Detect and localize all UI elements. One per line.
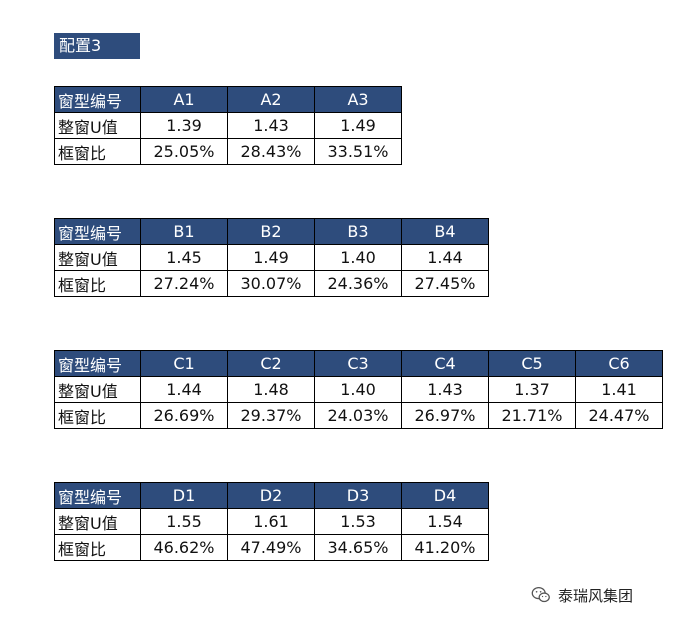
table-cell: 24.47%	[575, 402, 663, 429]
table-cell: C5	[488, 350, 576, 377]
table-cell: 1.37	[488, 376, 576, 403]
row-label: 整窗U值	[54, 508, 141, 535]
row-label: 整窗U值	[54, 244, 141, 271]
frame-ratio-row: 框窗比 25.05% 28.43% 33.51%	[54, 138, 402, 165]
table-cell: 21.71%	[488, 402, 576, 429]
row-label: 窗型编号	[54, 482, 141, 509]
table-cell: 26.69%	[140, 402, 228, 429]
table-cell: 1.61	[227, 508, 315, 535]
table-cell: A3	[314, 86, 402, 113]
header-row: 窗型编号 B1 B2 B3 B4	[54, 218, 489, 245]
row-label: 窗型编号	[54, 218, 141, 245]
row-label: 窗型编号	[54, 86, 141, 113]
frame-ratio-row: 框窗比 46.62% 47.49% 34.65% 41.20%	[54, 534, 489, 561]
table-cell: 1.48	[227, 376, 315, 403]
table-cell: B4	[401, 218, 489, 245]
table-cell: 27.24%	[140, 270, 228, 297]
table-cell: C3	[314, 350, 402, 377]
table-cell: 1.43	[227, 112, 315, 139]
table-cell: D1	[140, 482, 228, 509]
table-cell: 29.37%	[227, 402, 315, 429]
table-cell: 26.97%	[401, 402, 489, 429]
frame-ratio-row: 框窗比 27.24% 30.07% 24.36% 27.45%	[54, 270, 489, 297]
table-cell: 1.44	[401, 244, 489, 271]
table-cell: 25.05%	[140, 138, 228, 165]
u-value-row: 整窗U值 1.55 1.61 1.53 1.54	[54, 508, 489, 535]
table-cell: 47.49%	[227, 534, 315, 561]
table-cell: B3	[314, 218, 402, 245]
table-cell: 1.40	[314, 244, 402, 271]
watermark: 泰瑞风集团	[530, 583, 633, 607]
header-row: 窗型编号 D1 D2 D3 D4	[54, 482, 489, 509]
row-label: 整窗U值	[54, 376, 141, 403]
table-cell: 46.62%	[140, 534, 228, 561]
table-cell: 1.41	[575, 376, 663, 403]
table-cell: 1.53	[314, 508, 402, 535]
table-cell: 1.44	[140, 376, 228, 403]
header-row: 窗型编号 C1 C2 C3 C4 C5 C6	[54, 350, 663, 377]
table-cell: 1.45	[140, 244, 228, 271]
table-cell: 1.43	[401, 376, 489, 403]
table-cell: 24.03%	[314, 402, 402, 429]
table-cell: B2	[227, 218, 315, 245]
frame-ratio-row: 框窗比 26.69% 29.37% 24.03% 26.97% 21.71% 24.47%	[54, 402, 663, 429]
row-label: 框窗比	[54, 138, 141, 165]
u-value-row: 整窗U值 1.45 1.49 1.40 1.44	[54, 244, 489, 271]
row-label: 整窗U值	[54, 112, 141, 139]
table-cell: D3	[314, 482, 402, 509]
row-label: 窗型编号	[54, 350, 141, 377]
table-cell: C2	[227, 350, 315, 377]
header-row: 窗型编号 A1 A2 A3	[54, 86, 402, 113]
window-table-b: 窗型编号 B1 B2 B3 B4 整窗U值 1.45 1.49 1.40 1.44 框窗比 27.24…	[54, 218, 489, 297]
row-label: 框窗比	[54, 270, 141, 297]
table-cell: 33.51%	[314, 138, 402, 165]
table-cell: 28.43%	[227, 138, 315, 165]
watermark-text: 泰瑞风集团	[558, 586, 634, 605]
table-cell: 1.39	[140, 112, 228, 139]
window-table-d: 窗型编号 D1 D2 D3 D4 整窗U值 1.55 1.61 1.53 1.54 框窗比 46.62…	[54, 482, 489, 561]
table-cell: 24.36%	[314, 270, 402, 297]
table-cell: 27.45%	[401, 270, 489, 297]
row-label: 框窗比	[54, 402, 141, 429]
table-cell: 30.07%	[227, 270, 315, 297]
table-cell: B1	[140, 218, 228, 245]
table-cell: C6	[575, 350, 663, 377]
table-cell: 34.65%	[314, 534, 402, 561]
table-cell: 41.20%	[401, 534, 489, 561]
table-cell: A2	[227, 86, 315, 113]
table-cell: 1.49	[314, 112, 402, 139]
table-cell: 1.55	[140, 508, 228, 535]
table-cell: 1.54	[401, 508, 489, 535]
table-cell: 1.40	[314, 376, 402, 403]
wechat-icon	[531, 587, 550, 603]
table-cell: C1	[140, 350, 228, 377]
table-cell: A1	[140, 86, 228, 113]
table-cell: C4	[401, 350, 489, 377]
u-value-row: 整窗U值 1.44 1.48 1.40 1.43 1.37 1.41	[54, 376, 663, 403]
u-value-row: 整窗U值 1.39 1.43 1.49	[54, 112, 402, 139]
table-cell: D4	[401, 482, 489, 509]
table-cell: D2	[227, 482, 315, 509]
table-cell: 1.49	[227, 244, 315, 271]
window-table-a: 窗型编号 A1 A2 A3 整窗U值 1.39 1.43 1.49 框窗比 25.05% 28.43…	[54, 86, 402, 165]
config-title: 配置3	[54, 33, 140, 59]
window-table-c: 窗型编号 C1 C2 C3 C4 C5 C6 整窗U值 1.44 1.48 1.40 1.43 1.37…	[54, 350, 663, 429]
row-label: 框窗比	[54, 534, 141, 561]
